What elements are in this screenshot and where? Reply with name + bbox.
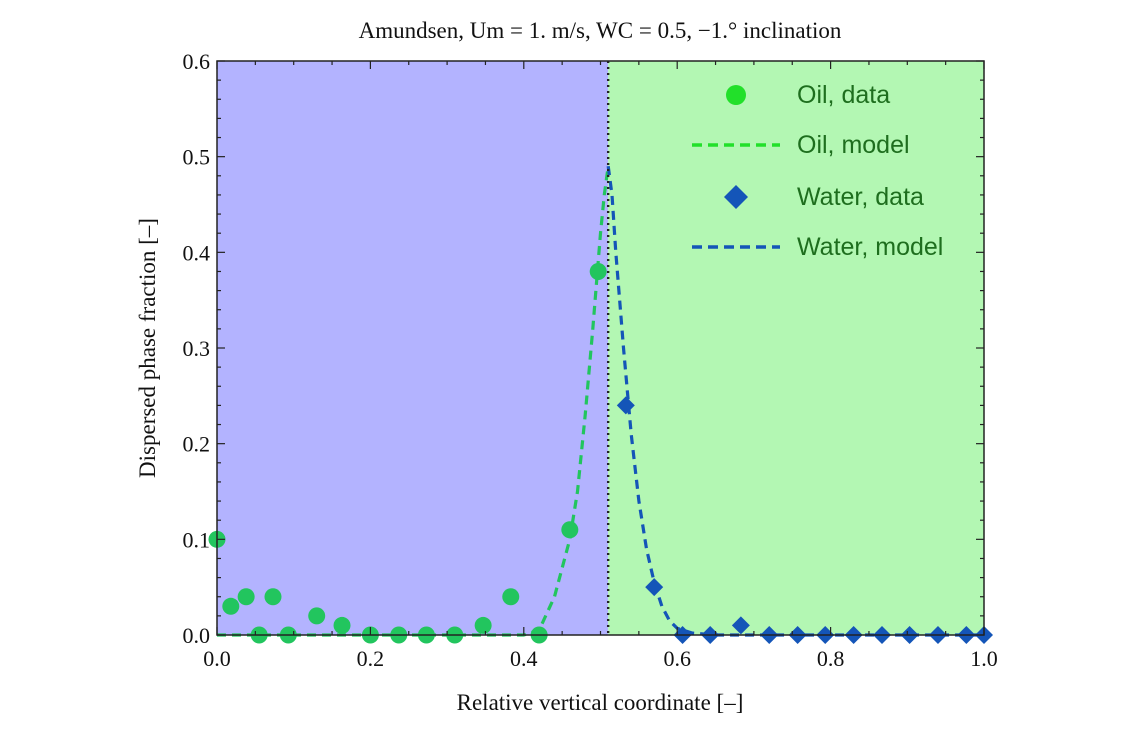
- oil-data-point: [308, 607, 326, 625]
- legend-water-data-symbol: [724, 185, 748, 209]
- x-tick-label: 0.8: [817, 646, 845, 671]
- oil-data-point: [589, 262, 607, 280]
- y-tick-label: 0.2: [183, 432, 211, 457]
- oil-data-point: [502, 588, 520, 606]
- y-tick-label: 0.6: [183, 49, 211, 74]
- x-axis-label: Relative vertical coordinate [–]: [457, 690, 744, 715]
- oil-data-point: [264, 588, 282, 606]
- oil-data-point: [237, 588, 255, 606]
- y-tick-label: 0.1: [183, 527, 211, 552]
- water-data-point: [731, 616, 750, 635]
- y-tick-label: 0.3: [183, 336, 211, 361]
- x-tick-label: 0.6: [663, 646, 691, 671]
- oil-data-point: [474, 616, 492, 634]
- region-oil-continuous: [608, 61, 984, 635]
- y-axis-label: Dispersed phase fraction [–]: [135, 218, 160, 478]
- water-data-point: [645, 578, 664, 597]
- y-tick-label: 0.0: [183, 623, 211, 648]
- x-tick-label: 0.0: [203, 646, 231, 671]
- x-tick-label: 0.2: [357, 646, 385, 671]
- water-data-point: [616, 396, 635, 415]
- background-regions: [217, 61, 984, 635]
- legend: Oil, data Oil, model Water, data Water, mod…: [692, 81, 943, 261]
- oil-data-point: [561, 521, 579, 539]
- legend-oil-data-symbol: [726, 85, 746, 105]
- x-tick-label: 0.4: [510, 646, 538, 671]
- y-tick-label: 0.5: [183, 145, 211, 170]
- legend-label: Water, data: [797, 183, 924, 211]
- oil-data-point: [333, 616, 351, 634]
- chart-title: Amundsen, Um = 1. m/s, WC = 0.5, −1.° in…: [359, 18, 842, 43]
- region-water-continuous: [217, 61, 609, 635]
- axes: 0.0 0.2 0.4 0.6 0.8 1.0 0.0 0.1 0.2 0.3 0.4 0.5 0.6: [183, 49, 998, 671]
- y-tick-label: 0.4: [183, 240, 211, 265]
- legend-label: Oil, model: [797, 131, 910, 159]
- oil-data-point: [222, 597, 240, 615]
- x-tick-label: 1.0: [970, 646, 998, 671]
- legend-label: Oil, data: [797, 81, 890, 109]
- legend-label: Water, model: [797, 233, 943, 261]
